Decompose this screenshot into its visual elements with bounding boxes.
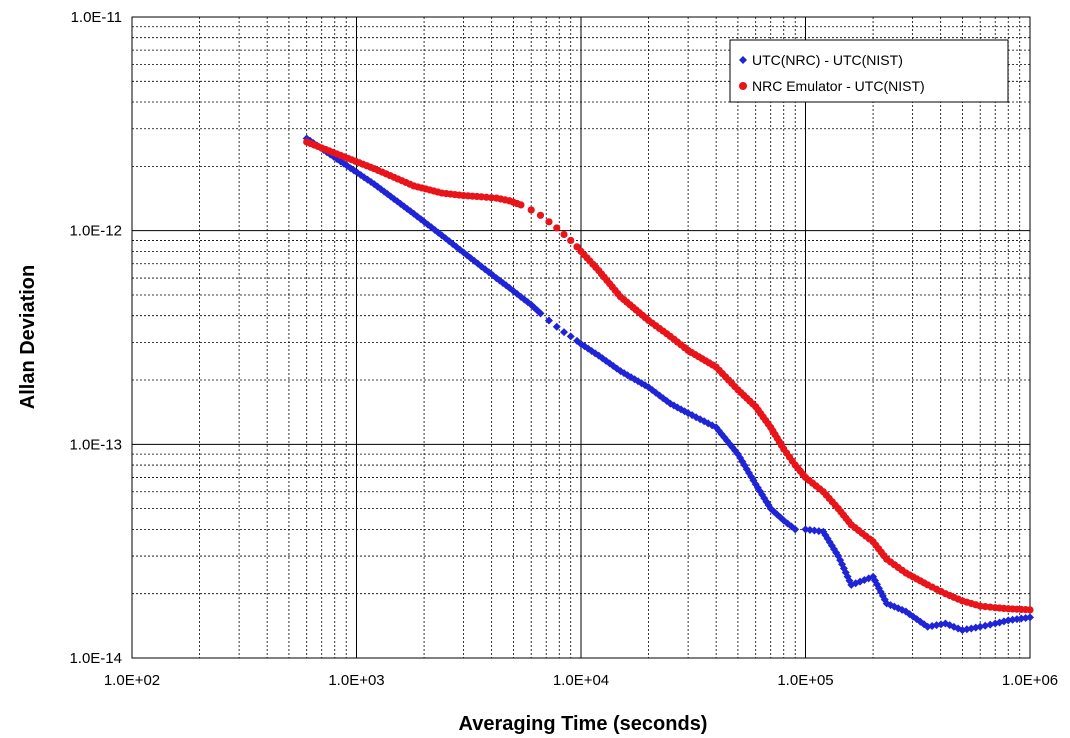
- data-point: [560, 230, 568, 239]
- series-1: [303, 138, 1034, 614]
- data-point: [545, 218, 553, 226]
- y-tick-label: 1.0E-12: [69, 223, 122, 240]
- grid: [132, 17, 1030, 658]
- legend-box: [729, 39, 1009, 103]
- axis-ticks: 1.0E+02 1.0E+03 1.0E+04 1.0E+05 1.0E+06 1.0E-…: [69, 9, 1058, 689]
- x-axis-title: Averaging Time (seconds): [459, 713, 708, 735]
- data-point: [791, 525, 800, 534]
- legend-marker-circle: [739, 82, 747, 90]
- data-point: [553, 224, 561, 232]
- data-point: [536, 211, 545, 219]
- data-point: [544, 316, 553, 325]
- y-tick-label: 1.0E-13: [69, 436, 122, 453]
- data-point: [552, 322, 561, 331]
- data-point: [536, 309, 545, 318]
- data-point: [566, 332, 575, 341]
- x-tick-label: 1.0E+02: [104, 672, 160, 689]
- y-tick-label: 1.0E-11: [71, 9, 122, 26]
- data-series: [302, 134, 1034, 635]
- legend-label-nrc-emulator: NRC Emulator - UTC(NIST): [752, 78, 925, 94]
- series-0: [302, 134, 1034, 635]
- y-axis-title: Allan Deviation: [17, 265, 39, 409]
- x-tick-label: 1.0E+05: [777, 672, 833, 689]
- x-tick-label: 1.0E+03: [328, 672, 384, 689]
- data-point: [567, 236, 575, 245]
- x-tick-label: 1.0E+06: [1002, 672, 1058, 689]
- legend-label-utc-nrc: UTC(NRC) - UTC(NIST): [752, 52, 903, 68]
- x-tick-label: 1.0E+04: [553, 672, 609, 689]
- data-point: [527, 206, 535, 214]
- data-point: [560, 328, 569, 337]
- legend: UTC(NRC) - UTC(NIST) NRC Emulator - UTC(…: [729, 39, 1009, 103]
- data-point: [1026, 613, 1034, 622]
- plot-area: [131, 16, 1031, 659]
- legend-marker-diamond: [739, 56, 747, 64]
- data-point: [1026, 606, 1034, 614]
- y-tick-label: 1.0E-14: [69, 650, 122, 667]
- data-point: [517, 201, 525, 209]
